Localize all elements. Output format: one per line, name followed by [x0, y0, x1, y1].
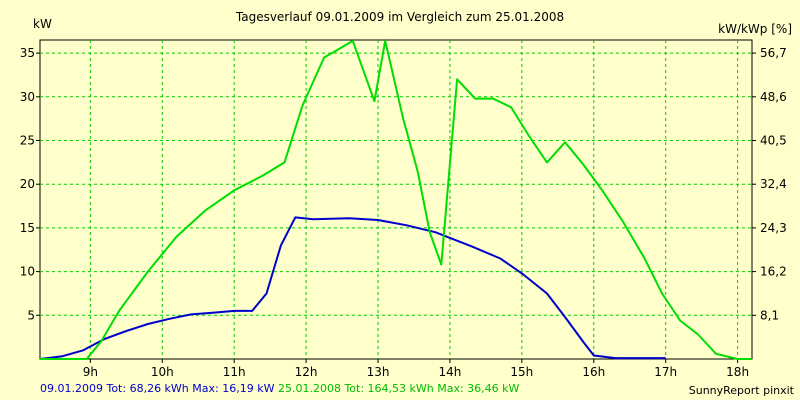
y-tick-label: 10 [20, 265, 35, 279]
chart-title: Tagesverlauf 09.01.2009 im Vergleich zum… [235, 10, 565, 24]
x-tick-label: 17h [654, 365, 677, 379]
series-line-1 [39, 216, 666, 360]
legend-series-2: 25.01.2008 Tot: 164,53 kWh Max: 36,46 kW [277, 382, 520, 395]
y-tick-label: 35 [20, 46, 35, 60]
x-tick-label: 9h [83, 365, 98, 379]
y2-axis-label: kW/kWp [%] [718, 22, 792, 36]
y-axis-label: kW [33, 17, 52, 31]
x-tick-label: 13h [367, 365, 390, 379]
series-line-2 [40, 39, 752, 360]
footer-legend: 09.01.2009 Tot: 68,26 kWh Max: 16,19 kW … [40, 382, 519, 395]
x-tick-label: 14h [439, 365, 462, 379]
x-tick-label: 12h [295, 365, 318, 379]
y2-tick-label: 40,5 [760, 134, 787, 148]
y2-tick-label: 24,3 [760, 221, 787, 235]
x-tick-label: 18h [726, 365, 749, 379]
legend-series-1: 09.01.2009 Tot: 68,26 kWh Max: 16,19 kW [40, 382, 275, 395]
y-tick-label: 30 [20, 90, 35, 104]
x-tick-label: 10h [151, 365, 174, 379]
y2-tick-label: 16,2 [760, 265, 787, 279]
y-tick-label: 15 [20, 221, 35, 235]
y-tick-label: 25 [20, 134, 35, 148]
x-tick-label: 16h [582, 365, 605, 379]
brand-label: SunnyReport pinxit [688, 384, 794, 397]
x-tick-label: 11h [223, 365, 246, 379]
plot-area [39, 39, 753, 360]
y2-tick-label: 56,7 [760, 46, 787, 60]
y2-tick-label: 8,1 [760, 308, 779, 322]
y-tick-label: 20 [20, 177, 35, 191]
y2-tick-label: 32,4 [760, 177, 787, 191]
x-tick-label: 15h [510, 365, 533, 379]
y-tick-label: 5 [27, 308, 35, 322]
y2-tick-label: 48,6 [760, 90, 787, 104]
